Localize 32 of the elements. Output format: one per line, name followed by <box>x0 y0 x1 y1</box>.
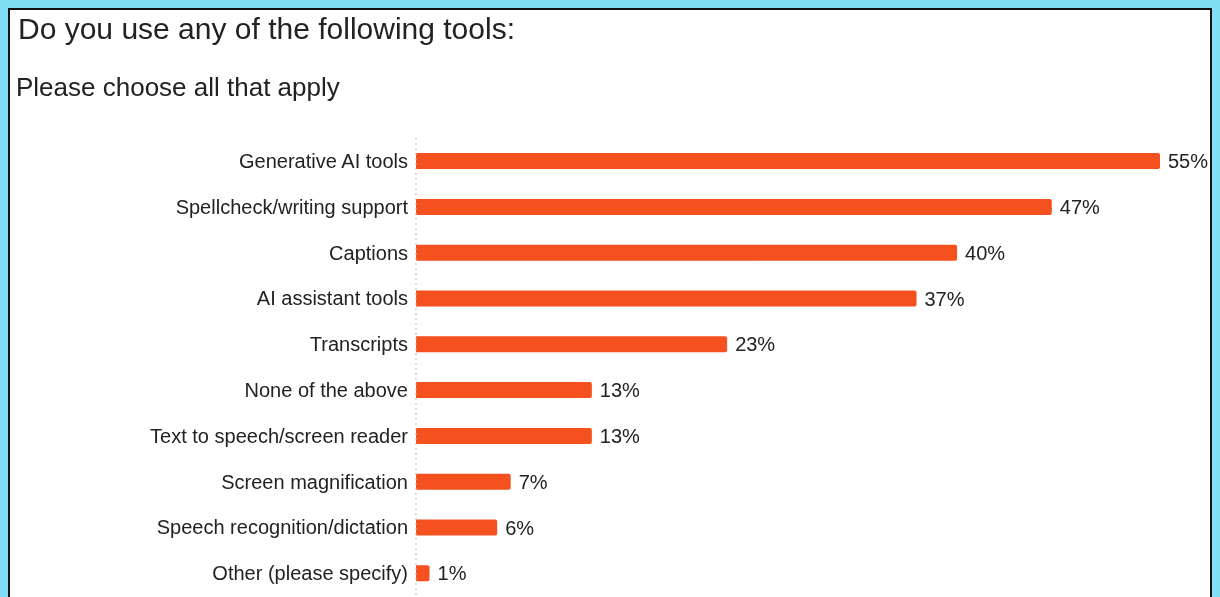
bar <box>416 519 498 536</box>
data-label: 6% <box>505 516 535 539</box>
y-tick-label: AI assistant tools <box>256 287 408 310</box>
data-label: 13% <box>599 425 641 448</box>
bar <box>416 336 728 353</box>
text: Please choose all that apply <box>16 72 340 103</box>
bar <box>416 565 430 582</box>
data-label: 40% <box>965 241 1006 264</box>
data-label: 7% <box>518 470 548 493</box>
y-tick-label: Speech recognition/dictation <box>156 516 408 539</box>
bar <box>416 290 917 307</box>
y-tick-label: Other (please specify) <box>212 562 408 585</box>
y-tick-label: None of the above <box>244 379 408 401</box>
data-label: 23% <box>735 333 776 356</box>
bar <box>416 198 1052 215</box>
y-tick-label: Transcripts <box>309 333 408 356</box>
data-label: 13% <box>599 379 641 402</box>
y-tick-label: Captions <box>329 241 408 264</box>
bar <box>416 153 1160 170</box>
y-tick-label: Generative AI tools <box>239 150 408 172</box>
data-label: 47% <box>1059 196 1101 219</box>
y-tick-label: Spellcheck/writing support <box>175 195 409 218</box>
bar <box>416 427 592 444</box>
bar <box>416 382 592 399</box>
data-label: 55% <box>1168 150 1209 173</box>
data-label: 37% <box>924 287 965 310</box>
data-label: 1% <box>437 562 467 585</box>
chart-title: Do you use any of the following tools: <box>18 12 515 46</box>
bar <box>416 473 511 490</box>
y-tick-label: Screen magnification <box>221 470 408 493</box>
y-tick-label: Text to speech/screen reader <box>150 424 409 447</box>
bar <box>416 244 958 261</box>
